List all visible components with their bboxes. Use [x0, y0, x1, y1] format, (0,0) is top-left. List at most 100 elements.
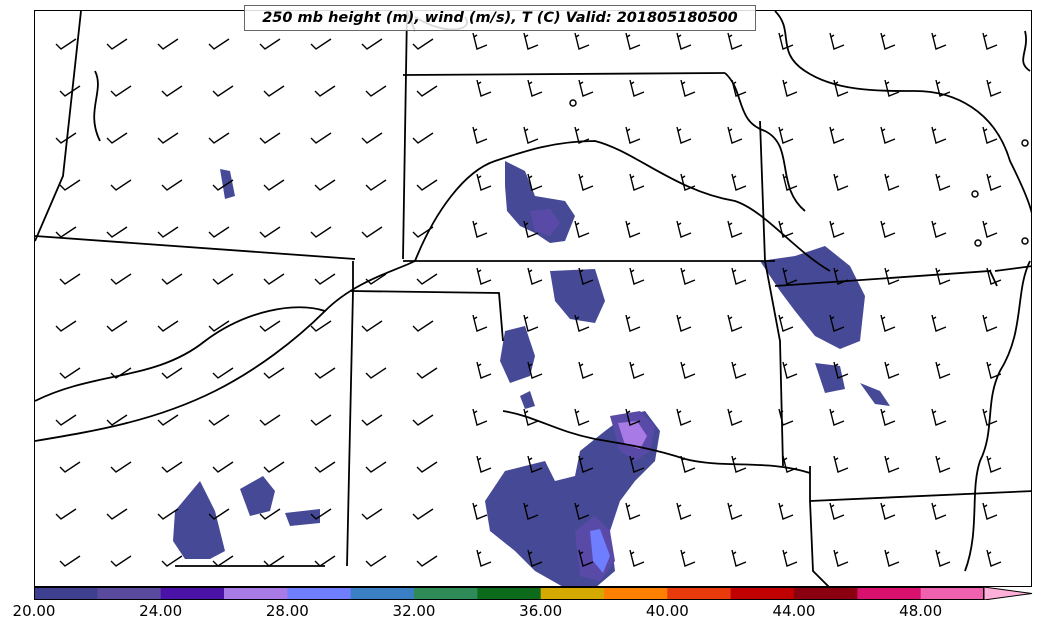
wind-barb: [527, 455, 543, 473]
wind-barb: [412, 132, 434, 144]
wind-barb: [161, 367, 183, 379]
wind-barb: [625, 408, 641, 426]
wind-barb: [412, 38, 434, 50]
colorbar-tick-label: 36.00: [519, 602, 563, 620]
wind-barb: [578, 549, 594, 567]
wind-barb: [212, 273, 234, 285]
wind-barb: [161, 273, 183, 285]
wind-barb: [727, 32, 743, 50]
wind-barb: [110, 367, 132, 379]
wind-barb: [931, 502, 947, 520]
wind-barb: [259, 38, 281, 50]
wind-barb: [986, 267, 1002, 285]
wind-barb: [157, 508, 179, 520]
colorbar-segment: [350, 587, 415, 600]
wind-barb: [412, 414, 434, 426]
wind-barb: [884, 173, 900, 191]
colorbar-tick-label: 32.00: [392, 602, 436, 620]
wind-barb: [629, 549, 645, 567]
wind-barb: [935, 455, 951, 473]
wind-barb: [212, 461, 234, 473]
border-co-west: [35, 11, 82, 242]
border-ut-co: [35, 235, 356, 260]
wind-barb: [833, 79, 849, 97]
shade-region-ok-small: [520, 391, 535, 409]
wind-barb: [986, 455, 1002, 473]
border-mo-ia: [774, 11, 1031, 214]
wind-barb: [884, 79, 900, 97]
wind-barb: [361, 132, 383, 144]
wind-barb: [727, 126, 743, 144]
wind-barb: [676, 502, 692, 520]
wind-barb: [833, 267, 849, 285]
wind-barb: [472, 126, 488, 144]
wind-barb: [880, 220, 896, 238]
wind-barb: [416, 367, 438, 379]
colorbar-tick-label: 28.00: [265, 602, 309, 620]
wind-barb: [829, 314, 845, 332]
wind-barb: [157, 132, 179, 144]
wind-barbs: [55, 32, 1002, 567]
wind-barb: [527, 361, 543, 379]
wind-barb: [578, 79, 594, 97]
wind-barb: [263, 555, 285, 567]
shade-region-tx-main: [485, 411, 660, 586]
wind-barb: [110, 273, 132, 285]
colorbar-tick-label: 44.00: [772, 602, 816, 620]
wind-barb: [625, 220, 641, 238]
wind-barb: [629, 173, 645, 191]
wind-barb: [629, 361, 645, 379]
wind-barb: [212, 367, 234, 379]
shade-region-neb: [550, 269, 605, 323]
wind-barb: [59, 555, 81, 567]
wind-barb: [110, 179, 132, 191]
wind-barb: [629, 267, 645, 285]
wind-barb: [472, 408, 488, 426]
wind-barb: [782, 79, 798, 97]
wind-barb: [935, 549, 951, 567]
map-canvas: [35, 11, 1031, 586]
state-boundaries: [35, 11, 1031, 586]
wind-barb: [259, 320, 281, 332]
map-title: 250 mb height (m), wind (m/s), T (C) Val…: [244, 5, 756, 31]
wind-barb: [59, 461, 81, 473]
wind-barb: [574, 408, 590, 426]
wind-barb: [731, 455, 747, 473]
wind-barb: [778, 126, 794, 144]
river-mississippi: [964, 260, 1031, 572]
wind-barb: [731, 361, 747, 379]
wind-barb: [778, 408, 794, 426]
wind-barb: [59, 85, 81, 97]
wind-barb: [310, 320, 332, 332]
wind-barb: [472, 314, 488, 332]
wind-barb: [472, 502, 488, 520]
wind-barb: [55, 320, 77, 332]
shade-region-mo: [760, 246, 865, 349]
wind-barb: [523, 126, 539, 144]
map-frame: [34, 10, 1032, 587]
wind-barb: [472, 32, 488, 50]
wind-barb: [263, 179, 285, 191]
wind-barb: [161, 179, 183, 191]
wind-barb: [523, 32, 539, 50]
border-ne-ks: [402, 72, 726, 76]
wind-barb: [416, 461, 438, 473]
wind-barb: [574, 32, 590, 50]
wind-barb: [365, 273, 387, 285]
wind-barb: [157, 414, 179, 426]
wind-barb: [676, 408, 692, 426]
wind-barb: [782, 361, 798, 379]
wind-barb: [727, 408, 743, 426]
wind-barb: [208, 226, 230, 238]
wind-barb: [527, 79, 543, 97]
wind-barb: [778, 220, 794, 238]
river-ks: [414, 140, 831, 272]
wind-barb: [59, 273, 81, 285]
wind-barb: [833, 549, 849, 567]
colorbar-segment: [224, 587, 288, 600]
wind-barb: [361, 226, 383, 238]
wind-barb: [416, 85, 438, 97]
wind-barb: [259, 226, 281, 238]
wind-barb: [731, 79, 747, 97]
wind-barb: [986, 361, 1002, 379]
